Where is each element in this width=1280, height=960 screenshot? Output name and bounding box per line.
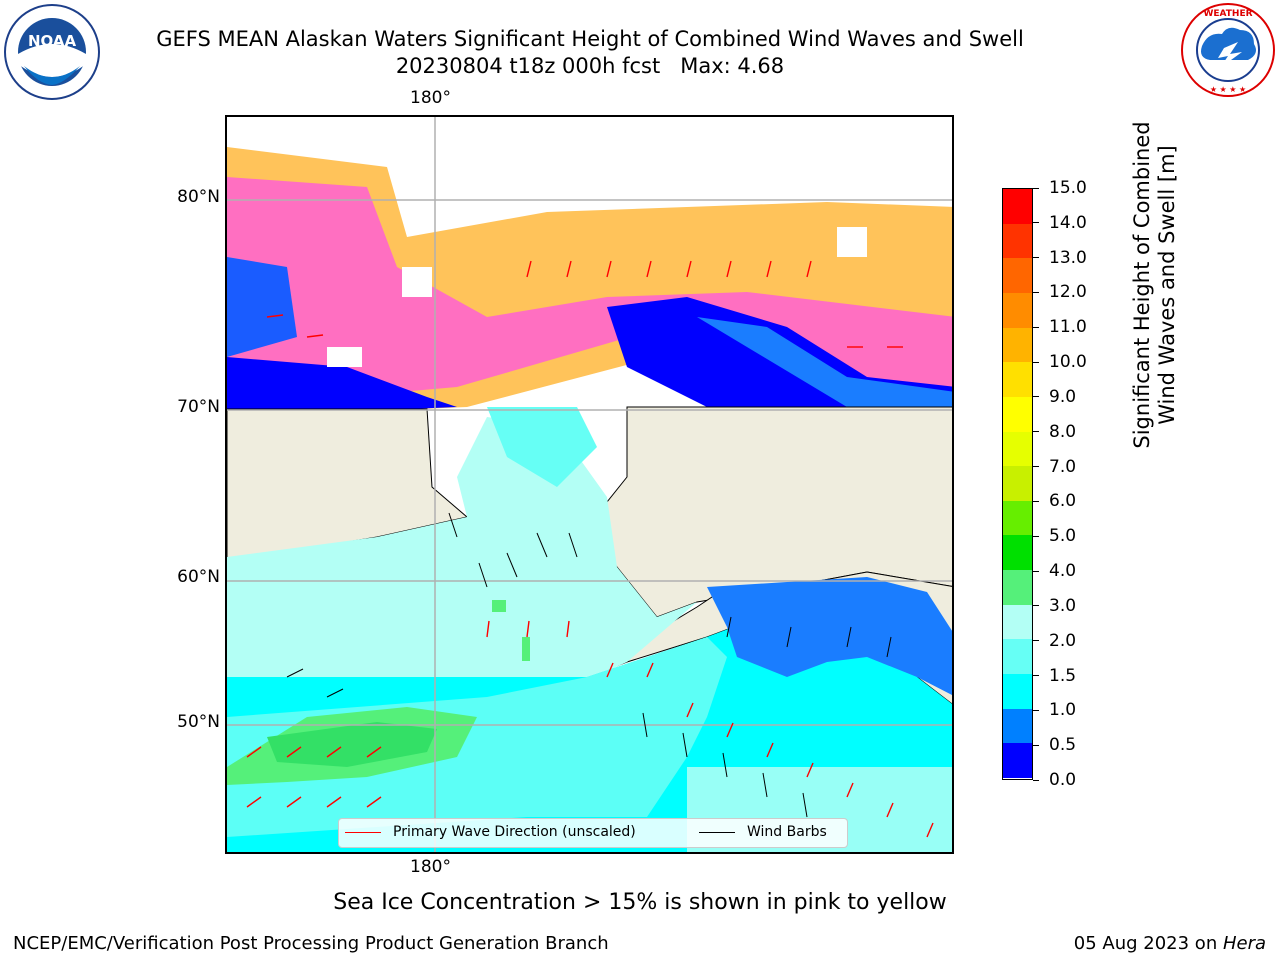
colorbar-tick-label: 11.0 (1033, 317, 1087, 337)
graticule (227, 117, 952, 852)
map-panel (225, 115, 954, 854)
colorbar-segment (1003, 327, 1032, 363)
title-line-1: GEFS MEAN Alaskan Waters Significant Hei… (156, 27, 1024, 51)
colorbar-segment (1003, 189, 1032, 225)
nws-logo: WEATHER ★ ★ ★ ★ (1180, 2, 1276, 98)
footer-branch: NCEP/EMC/Verification Post Processing Pr… (13, 933, 609, 954)
colorbar-tick-label: 0.5 (1033, 735, 1076, 755)
colorbar-tick-label: 12.0 (1033, 282, 1087, 302)
legend-wave-label: Primary Wave Direction (unscaled) (393, 824, 636, 840)
footer-host: Hera (1222, 933, 1266, 954)
bering-sea-water (227, 417, 697, 717)
gulf-of-alaska-water (707, 577, 952, 695)
colorbar-tick-label: 7.0 (1033, 457, 1076, 477)
colorbar-segment (1003, 223, 1032, 259)
colorbar-tick-label: 8.0 (1033, 422, 1076, 442)
noaa-logo-text: NOAA (28, 32, 77, 50)
colorbar-label: Significant Height of Combined Wind Wave… (1130, 85, 1180, 485)
svg-text:WEATHER: WEATHER (1203, 9, 1252, 19)
colorbar-segment (1003, 258, 1032, 294)
lat-label-60n: 60°N (177, 567, 220, 587)
legend-wind-barbs: Wind Barbs (699, 824, 827, 840)
colorbar (1002, 188, 1033, 780)
legend-wind-label: Wind Barbs (747, 824, 827, 840)
footer-date-text: 05 Aug 2023 on (1073, 933, 1223, 954)
colorbar-segment (1003, 535, 1032, 571)
colorbar-tick-label: 2.0 (1033, 631, 1076, 651)
colorbar-tick-label: 14.0 (1033, 213, 1087, 233)
colorbar-segment (1003, 396, 1032, 433)
colorbar-tick-label: 4.0 (1033, 561, 1076, 581)
colorbar-segment (1003, 674, 1032, 710)
footer-date: 05 Aug 2023 on Hera (1074, 933, 1266, 954)
lon-label-bottom: 180° (410, 857, 451, 877)
arctic-low-wave (227, 257, 297, 357)
lon-label-top: 180° (410, 88, 451, 108)
colorbar-segment (1003, 639, 1032, 675)
wave-direction-arrows (246, 260, 934, 838)
colorbar-segment (1003, 466, 1032, 502)
colorbar-tick-label: 15.0 (1033, 178, 1087, 198)
chart-title: GEFS MEAN Alaskan Waters Significant Hei… (60, 26, 1120, 80)
legend-wave-line (345, 831, 381, 833)
colorbar-tick-label: 0.0 (1033, 770, 1076, 790)
colorbar-label-line2: Wind Waves and Swell [m] (1155, 145, 1179, 425)
noaa-logo: NOAA (4, 4, 100, 100)
map-canvas (227, 117, 952, 852)
colorbar-segment (1003, 431, 1032, 467)
sea-ice-caption: Sea Ice Concentration > 15% is shown in … (333, 890, 947, 915)
wind-barbs (286, 512, 892, 818)
colorbar-segment (1003, 362, 1032, 398)
colorbar-tick-label: 10.0 (1033, 352, 1087, 372)
colorbar-tick-label: 9.0 (1033, 387, 1076, 407)
colorbar-segment (1003, 708, 1032, 744)
legend-wave-direction: Primary Wave Direction (unscaled) (345, 824, 636, 840)
colorbar-segment (1003, 604, 1032, 640)
colorbar-tick-label: 1.5 (1033, 666, 1076, 686)
title-line-2: 20230804 t18z 000h fcst Max: 4.68 (395, 54, 785, 78)
colorbar-label-line1: Significant Height of Combined (1130, 121, 1154, 449)
colorbar-tick-label: 5.0 (1033, 526, 1076, 546)
colorbar-segment (1003, 743, 1032, 779)
legend-wind-line (699, 831, 735, 833)
colorbar-segment (1003, 570, 1032, 606)
colorbar-segment (1003, 500, 1032, 536)
colorbar-tick-label: 13.0 (1033, 248, 1087, 268)
svg-text:★ ★ ★ ★: ★ ★ ★ ★ (1210, 85, 1246, 94)
colorbar-segment (1003, 292, 1032, 329)
lat-label-70n: 70°N (177, 397, 220, 417)
colorbar-tick-label: 3.0 (1033, 596, 1076, 616)
map-legend: Primary Wave Direction (unscaled) Wind B… (338, 818, 848, 848)
colorbar-tick-label: 6.0 (1033, 491, 1076, 511)
lat-label-80n: 80°N (177, 187, 220, 207)
colorbar-tick-label: 1.0 (1033, 700, 1076, 720)
lat-label-50n: 50°N (177, 712, 220, 732)
